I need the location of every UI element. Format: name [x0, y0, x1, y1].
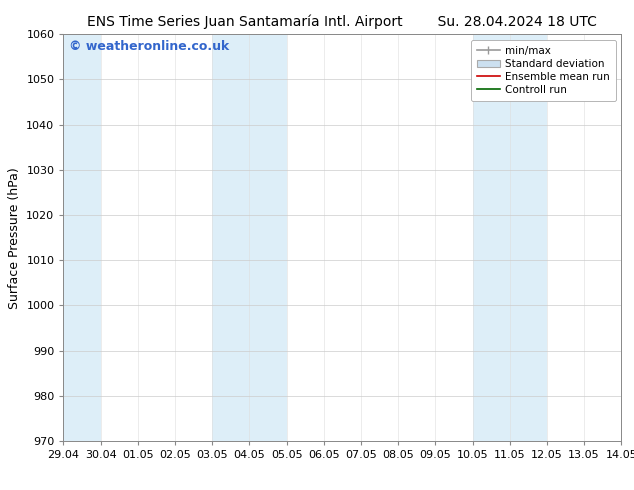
Bar: [472, 34, 547, 441]
Legend: min/max, Standard deviation, Ensemble mean run, Controll run: min/max, Standard deviation, Ensemble me…: [470, 40, 616, 101]
Bar: [63, 34, 101, 441]
Title: ENS Time Series Juan Santamaría Intl. Airport        Su. 28.04.2024 18 UTC: ENS Time Series Juan Santamaría Intl. Ai…: [87, 15, 597, 29]
Text: © weatheronline.co.uk: © weatheronline.co.uk: [69, 40, 230, 53]
Bar: [212, 34, 287, 441]
Y-axis label: Surface Pressure (hPa): Surface Pressure (hPa): [8, 167, 21, 309]
